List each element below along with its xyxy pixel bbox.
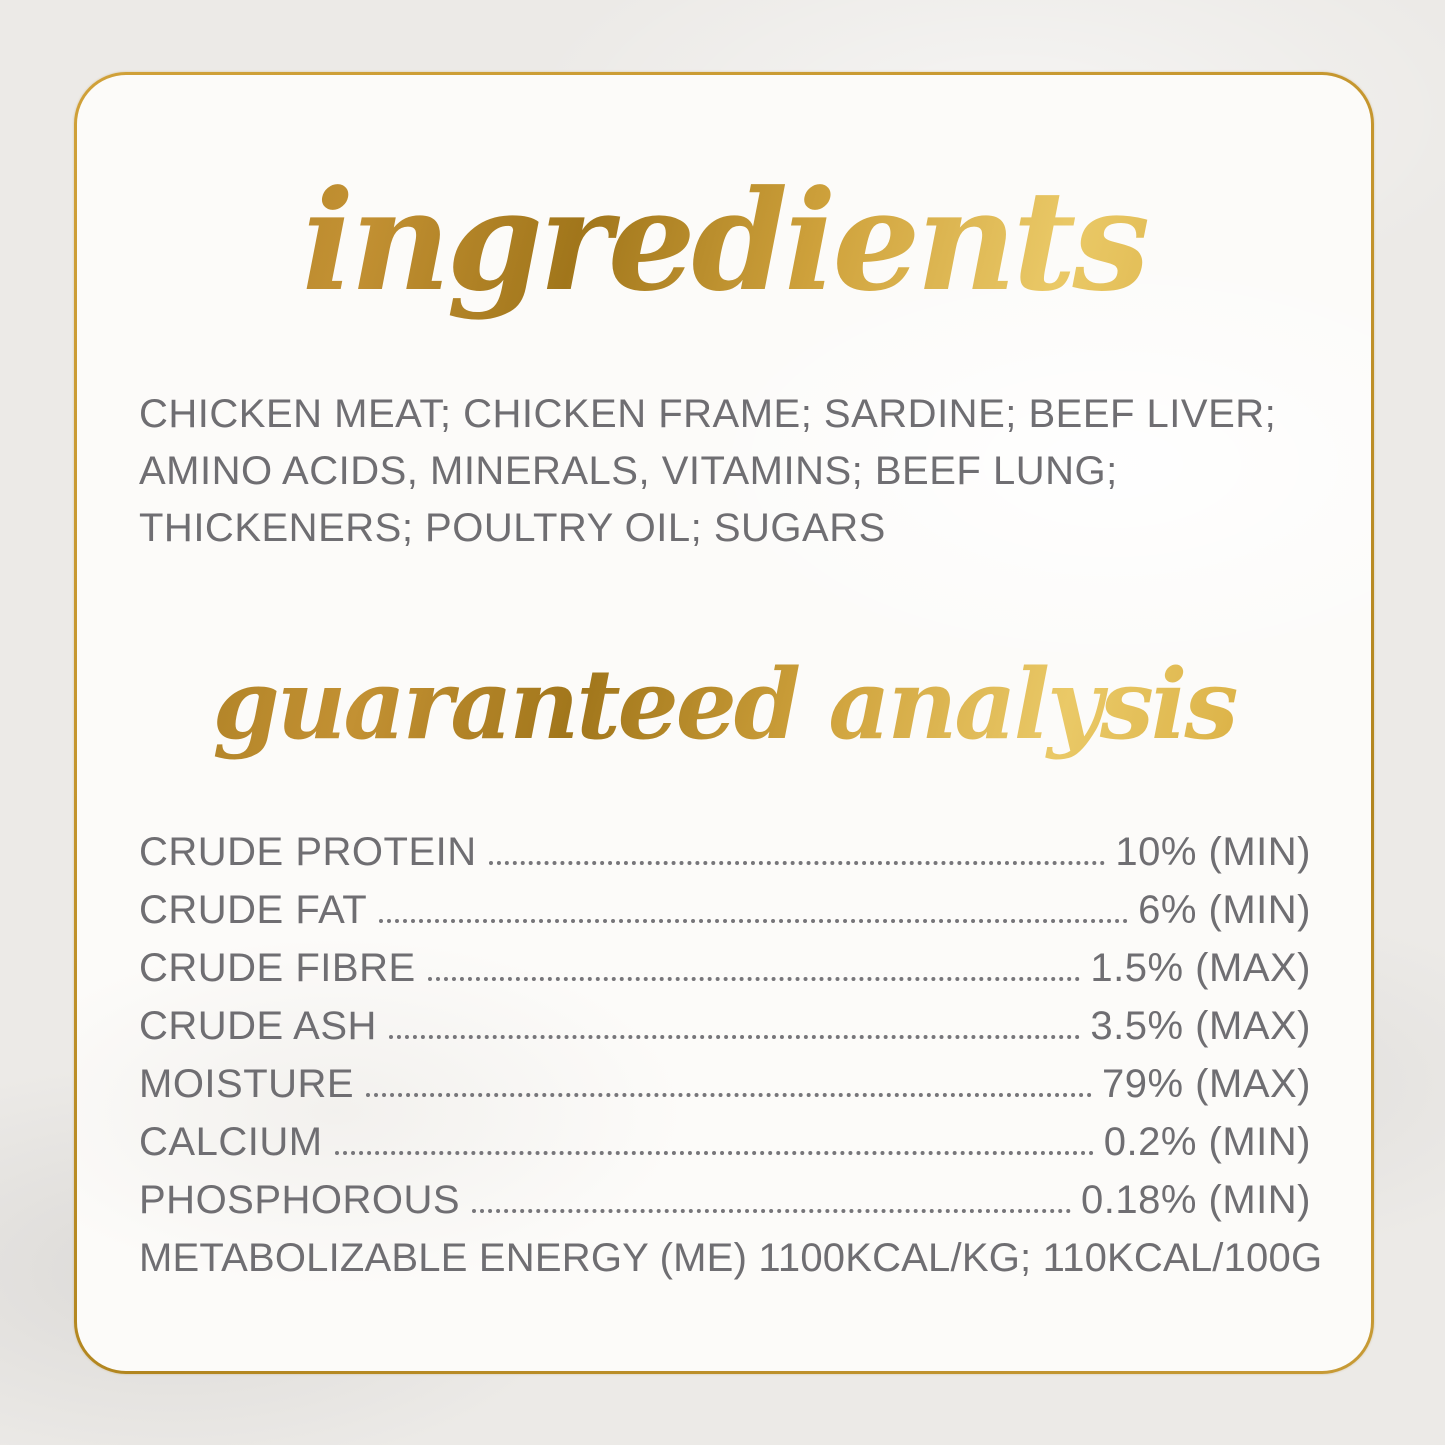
row-value: 1.5% (MAX)	[1090, 946, 1311, 990]
ingredients-title: ingredients	[139, 133, 1309, 348]
row-value: 3.5% (MAX)	[1090, 1004, 1311, 1048]
guaranteed-analysis-title: guaranteed analysis	[139, 605, 1309, 805]
dotted-leader	[334, 1151, 1094, 1155]
table-row: CRUDE FIBRE 1.5% (MAX)	[139, 933, 1311, 991]
row-label: CRUDE PROTEIN	[139, 830, 477, 874]
dotted-leader	[388, 1035, 1081, 1039]
dotted-leader	[488, 861, 1106, 865]
table-row: CALCIUM 0.2% (MIN)	[139, 1107, 1311, 1165]
metabolizable-energy-row: METABOLIZABLE ENERGY (ME) 1100KCAL/KG; 1…	[139, 1236, 1323, 1280]
dotted-leader	[472, 1209, 1071, 1213]
row-value: 0.2% (MIN)	[1103, 1120, 1311, 1164]
row-label: CALCIUM	[139, 1120, 323, 1164]
row-label: PHOSPHOROUS	[139, 1178, 461, 1222]
dotted-leader	[379, 919, 1129, 923]
row-value: 10% (MIN)	[1115, 830, 1311, 874]
dotted-leader	[366, 1093, 1092, 1097]
row-value: 6% (MIN)	[1138, 888, 1311, 932]
ingredients-list-text: CHICKEN MEAT; CHICKEN FRAME; SARDINE; BE…	[139, 392, 1277, 550]
row-value: 0.18% (MIN)	[1081, 1178, 1311, 1222]
gold-border-frame: ingredients CHICKEN MEAT; CHICKEN FRAME;…	[74, 72, 1374, 1374]
row-value: 79% (MAX)	[1102, 1062, 1311, 1106]
guaranteed-analysis-table: CRUDE PROTEIN 10% (MIN) CRUDE FAT 6% (MI…	[139, 817, 1323, 1281]
row-label: MOISTURE	[139, 1062, 355, 1106]
table-row: PHOSPHOROUS 0.18% (MIN)	[139, 1165, 1311, 1223]
row-label: CRUDE FIBRE	[139, 946, 416, 990]
table-row: CRUDE ASH 3.5% (MAX)	[139, 991, 1311, 1049]
label-card: ingredients CHICKEN MEAT; CHICKEN FRAME;…	[77, 75, 1371, 1371]
dotted-leader	[427, 977, 1081, 981]
table-row: CRUDE FAT 6% (MIN)	[139, 875, 1311, 933]
row-label: CRUDE FAT	[139, 888, 368, 932]
table-row: CRUDE PROTEIN 10% (MIN)	[139, 817, 1311, 875]
table-row: MOISTURE 79% (MAX)	[139, 1049, 1311, 1107]
row-label: CRUDE ASH	[139, 1004, 377, 1048]
